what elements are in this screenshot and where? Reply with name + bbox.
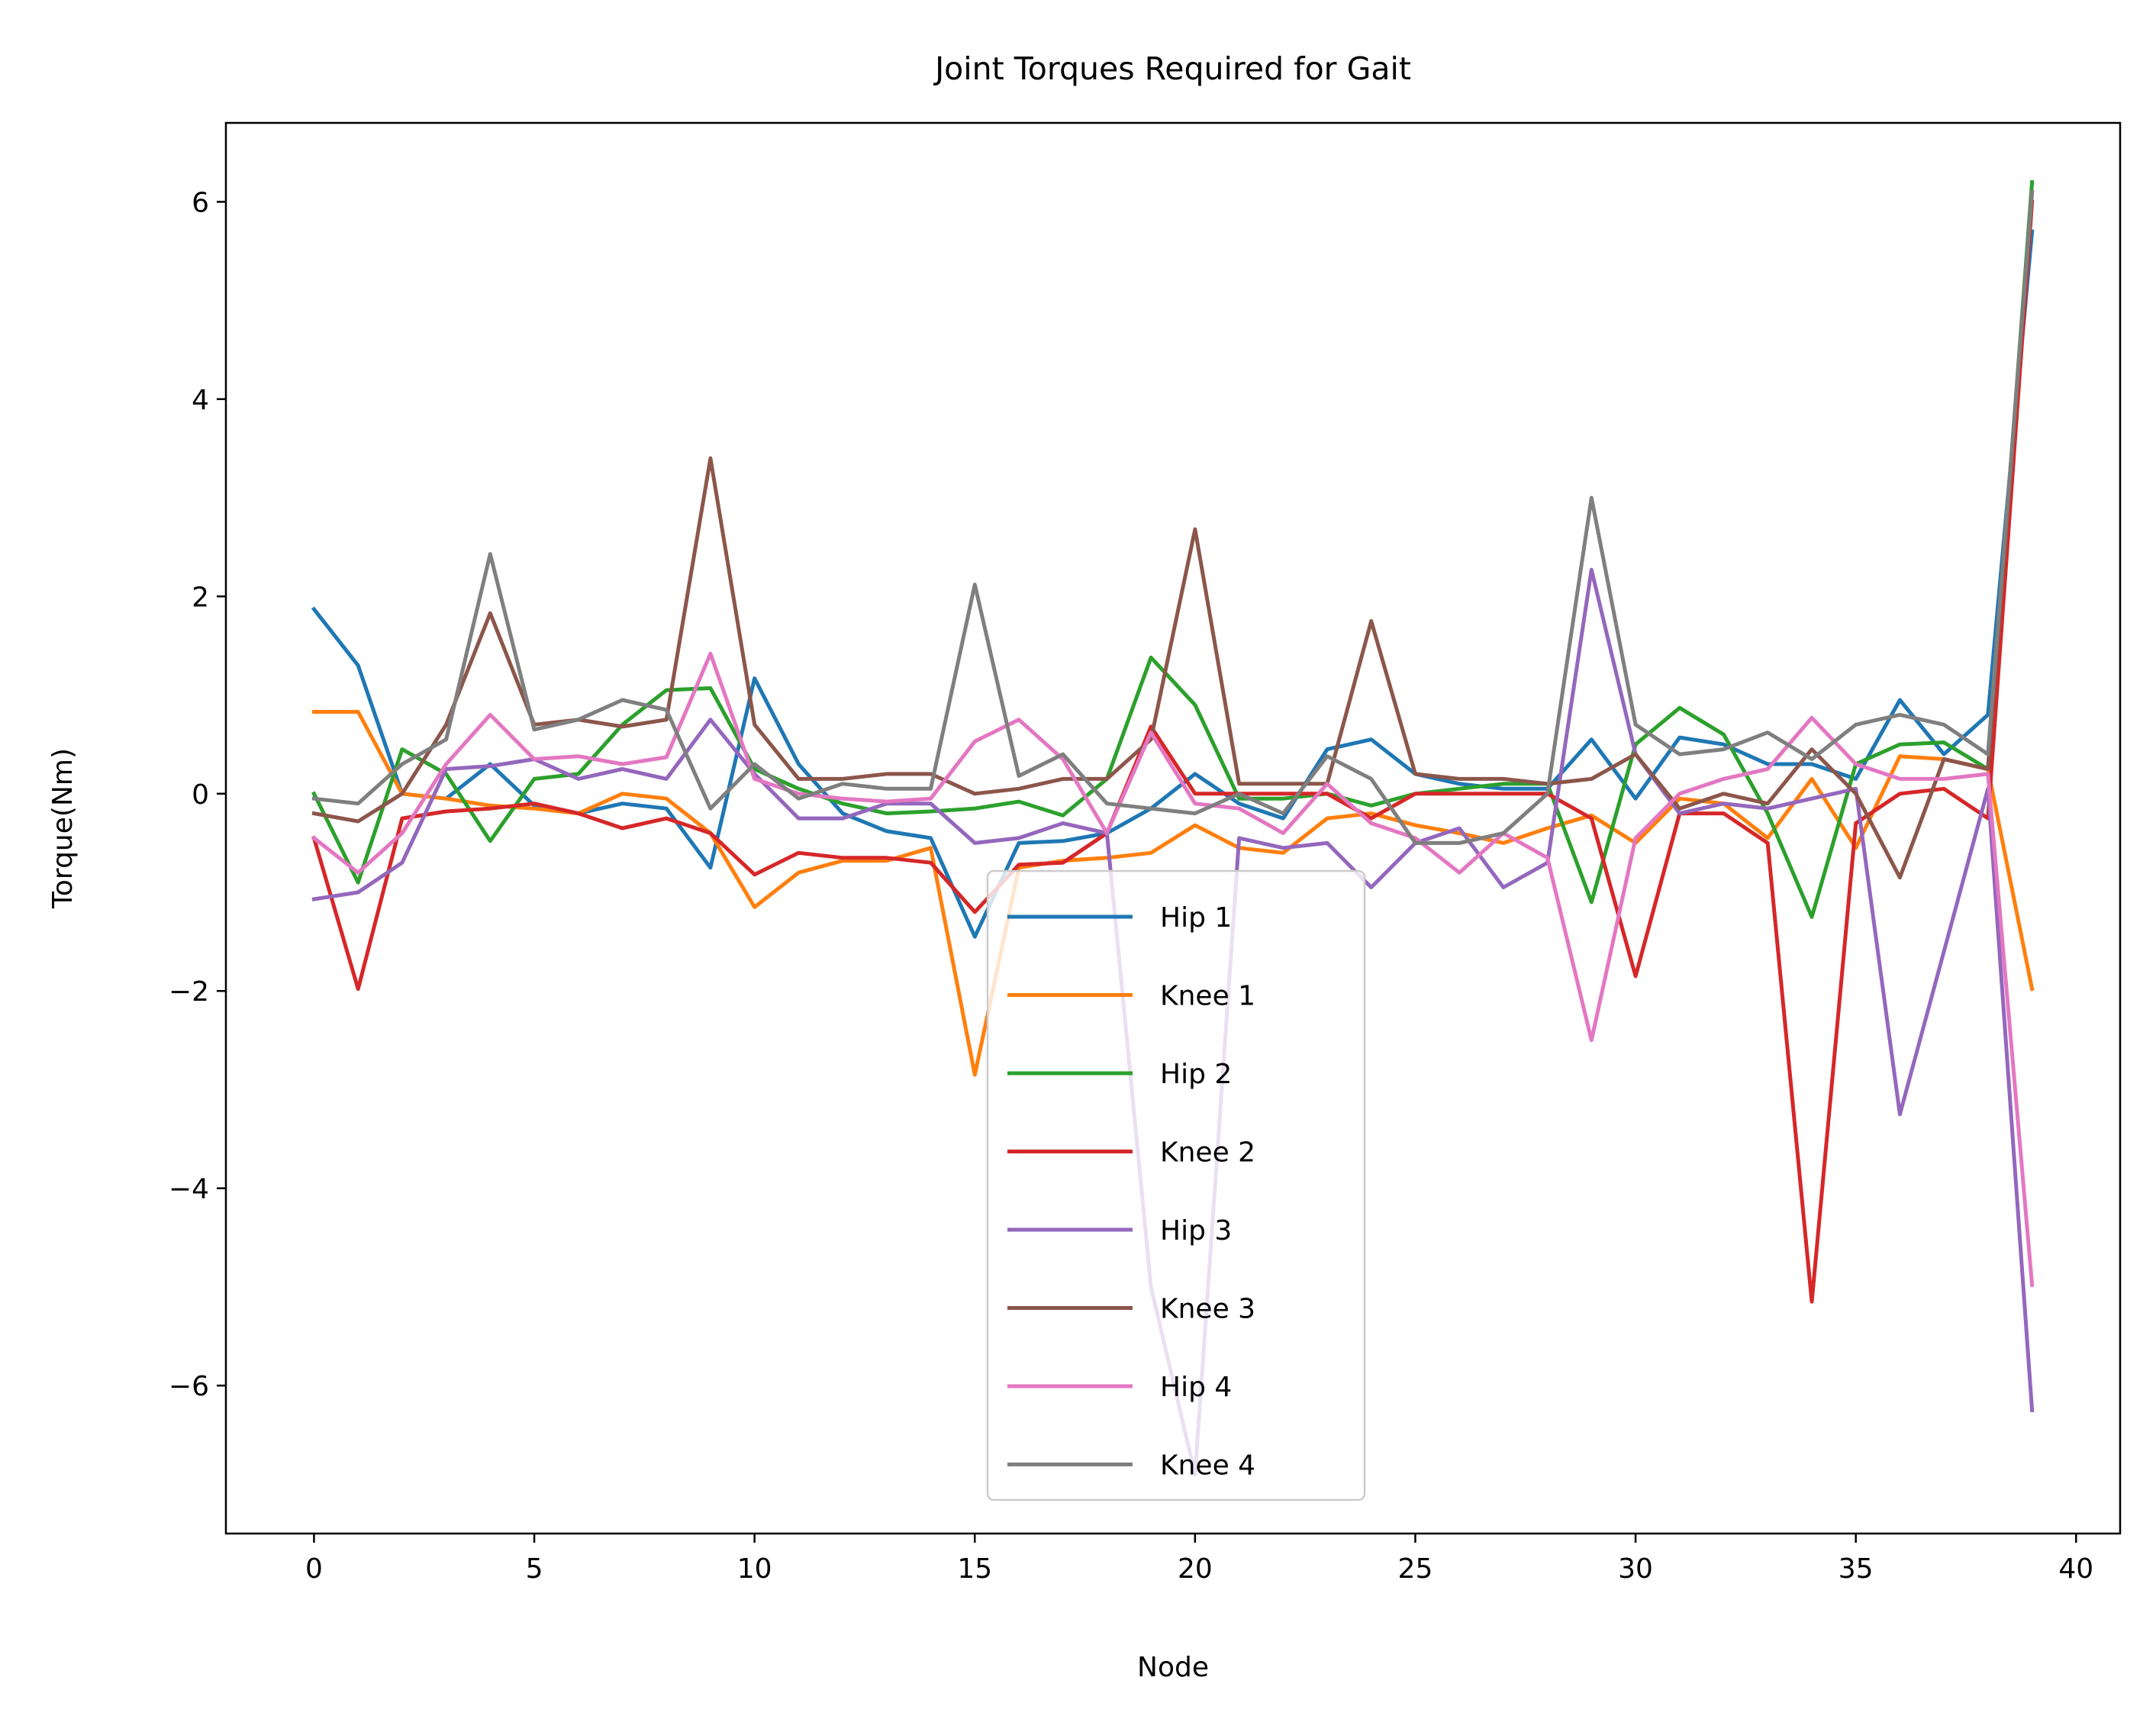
- y-tick-label: 4: [192, 385, 209, 416]
- legend-box: [986, 869, 1366, 1501]
- legend: Hip 1 Knee 1 Hip 2 Knee 2 Hip 3 Knee 3 Hip 4 Kn…: [986, 869, 1366, 1501]
- x-tick-label: 25: [1398, 1553, 1433, 1585]
- plot-area: [224, 121, 2122, 1535]
- x-axis: 0 5 10 15 20 25 30 35 40: [305, 1534, 2093, 1585]
- legend-label: Knee 4: [1160, 1450, 1255, 1482]
- series-line-4: [311, 199, 2035, 1304]
- chart-title: Joint Torques Required for Gait: [933, 50, 1411, 87]
- y-tick-label: −2: [169, 976, 209, 1008]
- y-tick-label: −6: [169, 1371, 209, 1402]
- x-tick-label: 35: [1839, 1553, 1874, 1585]
- y-tick-label: 6: [192, 187, 209, 218]
- legend-label: Knee 3: [1160, 1294, 1255, 1325]
- series-layer: [311, 179, 2035, 1476]
- legend-label: Hip 3: [1160, 1215, 1232, 1247]
- x-axis-label: Node: [1137, 1652, 1209, 1683]
- series-line-1: [311, 229, 2035, 939]
- series-line-7: [311, 651, 2035, 1288]
- series-line-6: [311, 189, 2035, 880]
- y-tick-label: −4: [169, 1174, 209, 1205]
- x-tick-label: 40: [2058, 1553, 2093, 1585]
- y-axis: −6 −4 −2 0 2 4 6: [169, 187, 226, 1402]
- legend-label: Knee 1: [1160, 981, 1255, 1012]
- y-axis-label: Torque(Nm): [47, 748, 79, 909]
- x-tick-label: 15: [957, 1553, 992, 1585]
- x-tick-label: 0: [305, 1553, 323, 1585]
- legend-label: Hip 1: [1160, 902, 1232, 934]
- x-tick-label: 30: [1618, 1553, 1653, 1585]
- plot-frame: [224, 121, 2122, 1535]
- legend-items: Hip 1 Knee 1 Hip 2 Knee 2 Hip 3 Knee 3 Hip 4 Kn…: [1007, 902, 1255, 1482]
- x-tick-label: 5: [526, 1553, 543, 1585]
- legend-label: Hip 2: [1160, 1059, 1232, 1090]
- series-line-8: [311, 189, 2035, 845]
- x-tick-label: 10: [737, 1553, 772, 1585]
- series-line-2: [311, 710, 2035, 1077]
- legend-label: Knee 2: [1160, 1137, 1255, 1169]
- y-tick-label: 2: [192, 582, 209, 613]
- y-tick-label: 0: [192, 779, 209, 811]
- legend-label: Hip 4: [1160, 1372, 1232, 1403]
- x-tick-label: 20: [1178, 1553, 1213, 1585]
